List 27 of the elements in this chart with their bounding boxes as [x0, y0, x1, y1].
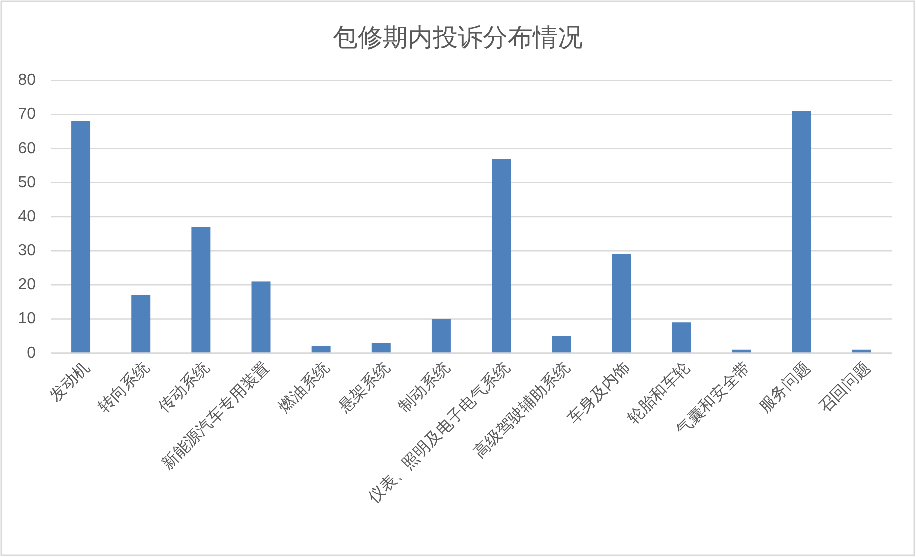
- y-tick-label: 80: [18, 72, 36, 90]
- x-tick-label: 悬架系统: [334, 358, 394, 418]
- y-tick-label: 40: [18, 208, 36, 226]
- bar: [192, 227, 211, 354]
- y-tick-label: 0: [27, 344, 36, 362]
- y-tick-label: 20: [18, 276, 36, 294]
- chart-title: 包修期内投诉分布情况: [333, 25, 583, 52]
- y-tick-label: 10: [18, 310, 36, 328]
- x-tick-label: 燃油系统: [275, 358, 334, 417]
- bar: [252, 282, 271, 354]
- bar: [432, 319, 451, 354]
- bar: [552, 336, 572, 354]
- bar: [792, 111, 812, 354]
- x-tick-label: 召回问题: [816, 358, 874, 417]
- bar: [132, 295, 151, 354]
- bar: [72, 122, 91, 354]
- bar: [492, 159, 512, 354]
- x-tick-label: 转向系统: [95, 358, 154, 417]
- bar: [612, 254, 632, 354]
- y-tick-label: 30: [18, 242, 36, 260]
- x-tick-label: 服务问题: [756, 358, 814, 417]
- bar: [372, 343, 391, 354]
- y-tick-label: 70: [18, 106, 36, 124]
- bar: [672, 322, 692, 354]
- y-tick-label: 60: [18, 140, 36, 158]
- y-tick-label: 50: [18, 174, 36, 192]
- x-tick-label: 发动机: [46, 358, 94, 406]
